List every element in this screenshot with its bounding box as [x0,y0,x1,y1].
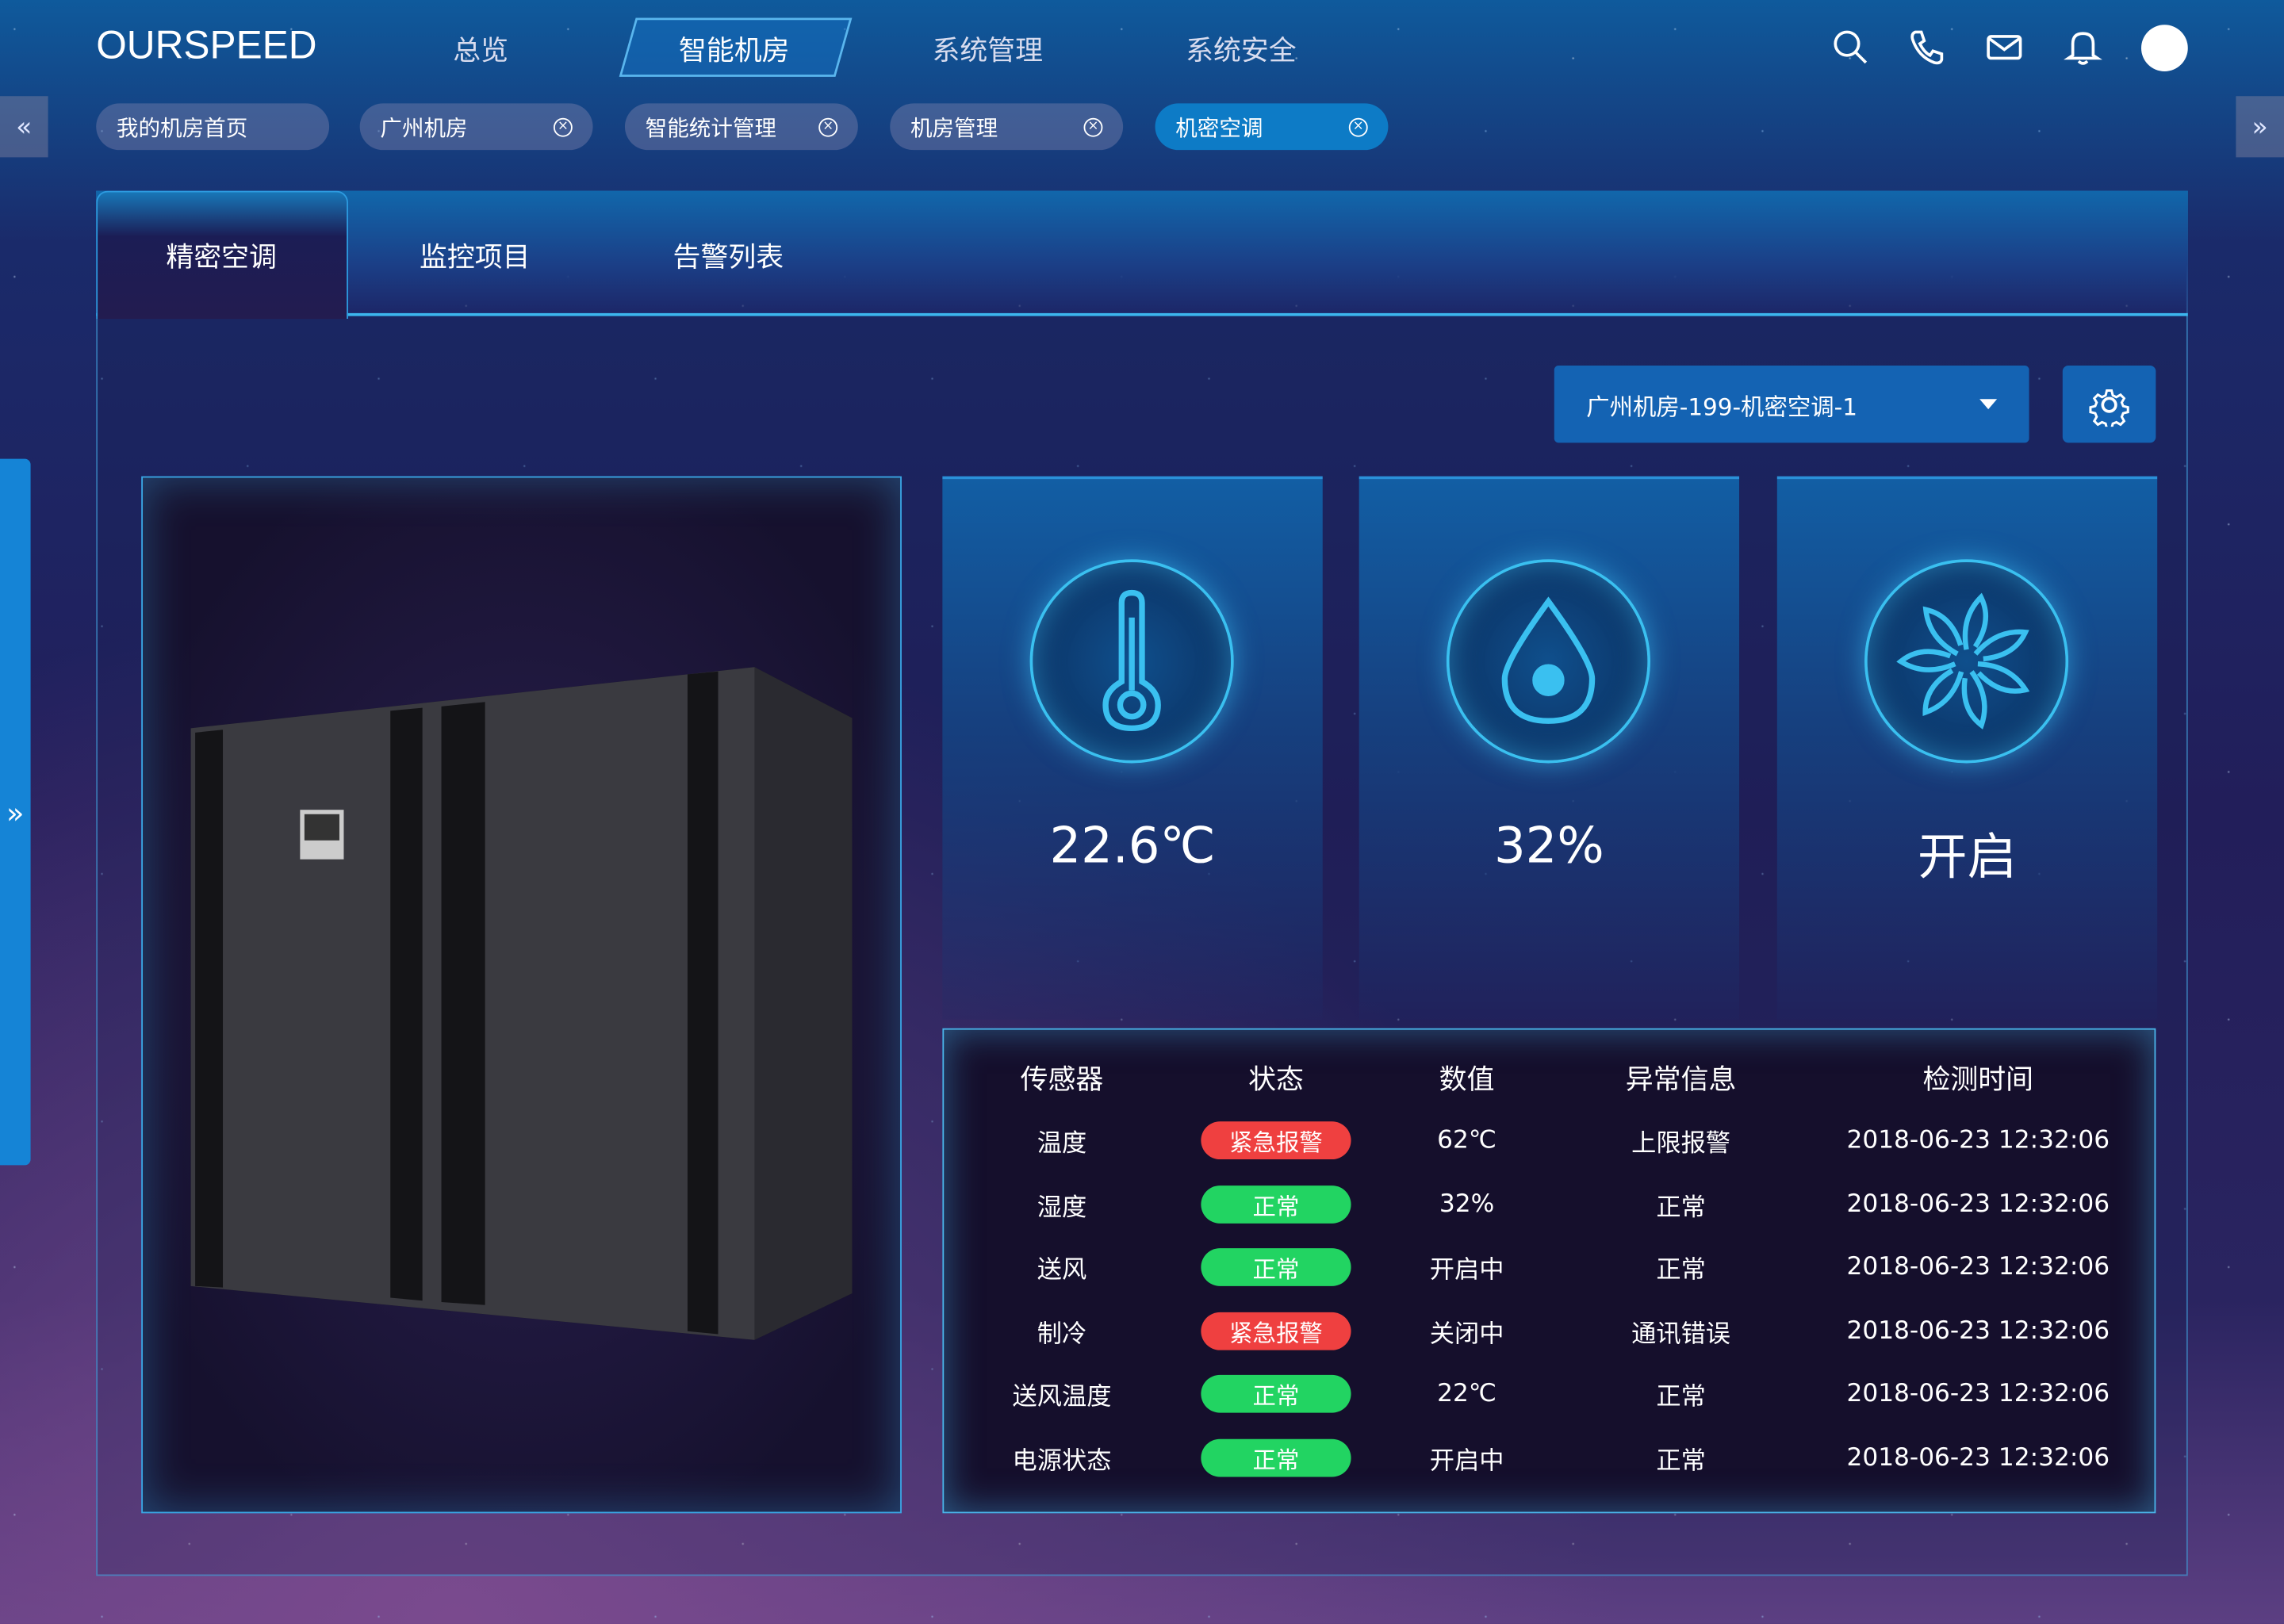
close-icon[interactable]: × [1083,117,1103,136]
humidity-value: 32% [1493,817,1604,875]
tab-pill-precision-ac[interactable]: 机密空调 × [1155,103,1389,151]
column-header-value: 数值 [1439,1063,1495,1097]
nav-overview[interactable]: 总览 [453,35,509,67]
tab-pill-label: 智能统计管理 [645,114,777,141]
anomaly-info: 上限报警 [1631,1129,1731,1159]
tab-pill-room-management[interactable]: 机房管理 × [890,103,1124,151]
tab-monitor-items[interactable]: 监控项目 [419,241,531,274]
fan-icon [1896,592,2036,731]
sensor-name: 送风温度 [1012,1383,1112,1413]
settings-button[interactable] [2062,366,2156,443]
device-image-panel [141,476,902,1514]
mail-icon[interactable] [1984,26,2025,67]
tab-pill-smart-stats[interactable]: 智能统计管理 × [624,103,858,151]
humidity-circle [1446,559,1651,764]
sensor-value: 开启中 [1429,1256,1504,1286]
sensor-name: 电源状态 [1012,1446,1112,1477]
nav-smart-room[interactable]: 智能机房 [678,35,790,67]
tab-pill-label: 我的机房首页 [116,114,248,141]
phone-icon[interactable] [1907,26,1947,67]
avatar[interactable] [2140,25,2188,71]
nav-system-security[interactable]: 系统安全 [1186,35,1297,67]
tab-precision-ac[interactable]: 精密空调 [166,241,277,274]
sensor-name: 送风 [1037,1256,1087,1286]
temperature-card: 22.6℃ [942,476,1323,1020]
column-header-status: 状态 [1248,1063,1304,1097]
close-icon[interactable]: × [553,117,573,136]
detect-time: 2018-06-23 12:32:06 [1846,1380,2110,1409]
column-header-sensor: 传感器 [1020,1063,1104,1097]
tabs-scroll-left-button[interactable]: « [0,96,48,158]
tab-pill-label: 机密空调 [1175,114,1263,141]
status-badge: 紧急报警 [1201,1312,1351,1350]
logo: OURSPEED [96,23,317,67]
search-icon[interactable] [1830,26,1870,67]
anomaly-info: 通讯错误 [1631,1320,1731,1350]
main-tab-strip [96,190,2188,316]
precision-ac-cabinet-image [190,667,853,1340]
fan-status-value: 开启 [1918,829,2017,887]
anomaly-info: 正常 [1656,1383,1706,1413]
sensor-name: 制冷 [1037,1320,1087,1350]
column-header-time: 检测时间 [1922,1063,2034,1097]
thermometer-icon [1102,589,1161,732]
sensor-name: 湿度 [1037,1193,1087,1223]
sensor-name: 温度 [1037,1129,1087,1159]
nav-active-highlight [619,17,853,77]
sidebar-expand-button[interactable]: » [0,458,31,1166]
temperature-value: 22.6℃ [1049,817,1216,875]
anomaly-info: 正常 [1656,1256,1706,1286]
gear-icon [2089,389,2129,427]
temperature-circle [1029,559,1234,764]
sensor-table: 传感器 状态 数值 异常信息 检测时间 温度 紧急报警 62℃ 上限报警 2018-06… [942,1028,2156,1514]
device-select[interactable]: 广州机房-199-机密空调-1 [1554,366,2029,443]
status-badge: 紧急报警 [1201,1121,1351,1160]
bell-icon[interactable] [2063,26,2103,67]
main-tab-active-bg [96,190,348,320]
sensor-value: 62℃ [1437,1125,1496,1155]
status-badge: 正常 [1201,1248,1351,1287]
nav-system-management[interactable]: 系统管理 [932,35,1044,67]
detect-time: 2018-06-23 12:32:06 [1846,1125,2110,1155]
tabs-scroll-right-button[interactable]: » [2236,96,2284,158]
detect-time: 2018-06-23 12:32:06 [1846,1316,2110,1346]
sensor-value: 关闭中 [1429,1320,1504,1350]
chevron-down-icon [1979,399,1998,410]
fan-card: 开启 [1776,476,2158,1020]
close-icon[interactable]: × [1348,117,1368,136]
tab-pill-guangzhou-room[interactable]: 广州机房 × [359,103,593,151]
humidity-card: 32% [1359,476,1740,1020]
sensor-value: 22℃ [1437,1380,1496,1409]
column-header-info: 异常信息 [1625,1063,1737,1097]
water-drop-icon [1501,596,1596,724]
tab-alarm-list[interactable]: 告警列表 [673,241,784,274]
detect-time: 2018-06-23 12:32:06 [1846,1443,2110,1473]
detect-time: 2018-06-23 12:32:06 [1846,1252,2110,1282]
tab-pill-label: 机房管理 [910,114,998,141]
sensor-value: 32% [1439,1189,1495,1219]
status-badge: 正常 [1201,1185,1351,1224]
status-badge: 正常 [1201,1438,1351,1477]
sensor-value: 开启中 [1429,1446,1504,1477]
status-badge: 正常 [1201,1375,1351,1414]
close-icon[interactable]: × [818,117,838,136]
device-select-value: 广州机房-199-机密空调-1 [1586,392,1857,420]
anomaly-info: 正常 [1656,1193,1706,1223]
detect-time: 2018-06-23 12:32:06 [1846,1189,2110,1219]
tab-pill-label: 广州机房 [380,114,468,141]
anomaly-info: 正常 [1656,1446,1706,1477]
fan-circle [1864,559,2069,764]
tab-pill-my-home[interactable]: 我的机房首页 [96,103,330,151]
